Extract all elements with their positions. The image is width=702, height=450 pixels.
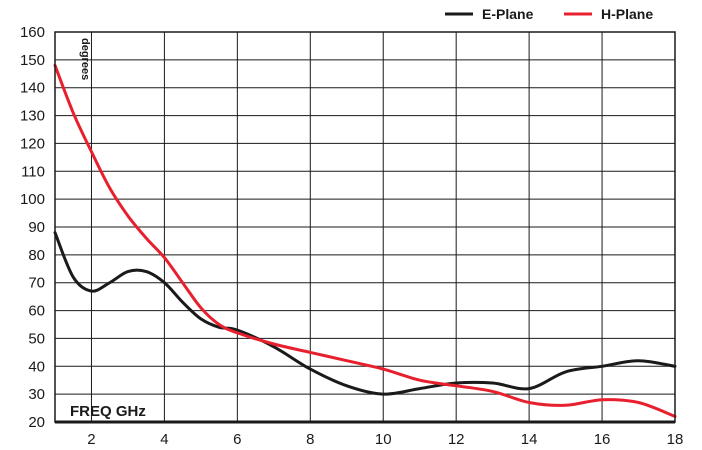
legend: E-Plane H-Plane [445, 6, 653, 22]
plot-frame [54, 31, 676, 423]
y-tick-labels: 20 30 40 50 60 70 80 90 100 110 120 130 140 150 160 [20, 24, 45, 431]
series-layer [53, 63, 677, 418]
x-tick-label: 8 [306, 431, 314, 448]
x-tick-label: 12 [448, 431, 465, 448]
y-tick-label: 140 [20, 80, 45, 97]
series-line-e-plane [53, 231, 677, 396]
y-tick-label: 60 [28, 303, 45, 320]
y-tick-label: 120 [20, 135, 45, 152]
y-tick-label: 90 [28, 219, 45, 236]
series-line-h-plane [53, 63, 677, 418]
y-tick-label: 30 [28, 386, 45, 403]
y-tick-label: 70 [28, 275, 45, 292]
y-axis-label: degrees [79, 38, 91, 80]
y-tick-label: 50 [28, 330, 45, 347]
y-tick-label: 130 [20, 108, 45, 125]
x-tick-labels: 2 4 6 8 10 12 14 16 18 [87, 431, 683, 448]
y-tick-label: 100 [20, 191, 45, 208]
x-tick-label: 2 [87, 431, 95, 448]
y-tick-label: 160 [20, 24, 45, 41]
x-tick-label: 4 [160, 431, 168, 448]
y-tick-label: 80 [28, 247, 45, 264]
legend-label-h-plane: H-Plane [601, 6, 653, 22]
x-tick-label: 16 [594, 431, 611, 448]
legend-label-e-plane: E-Plane [482, 6, 534, 22]
y-tick-label: 20 [28, 414, 45, 431]
y-tick-label: 110 [21, 163, 45, 180]
x-tick-label: 6 [233, 431, 241, 448]
x-axis-label: FREQ GHz [70, 403, 146, 420]
x-tick-label: 18 [667, 431, 684, 448]
y-tick-label: 40 [28, 358, 45, 375]
x-tick-label: 10 [375, 431, 392, 448]
y-tick-label: 150 [20, 52, 45, 69]
x-tick-label: 14 [521, 431, 538, 448]
